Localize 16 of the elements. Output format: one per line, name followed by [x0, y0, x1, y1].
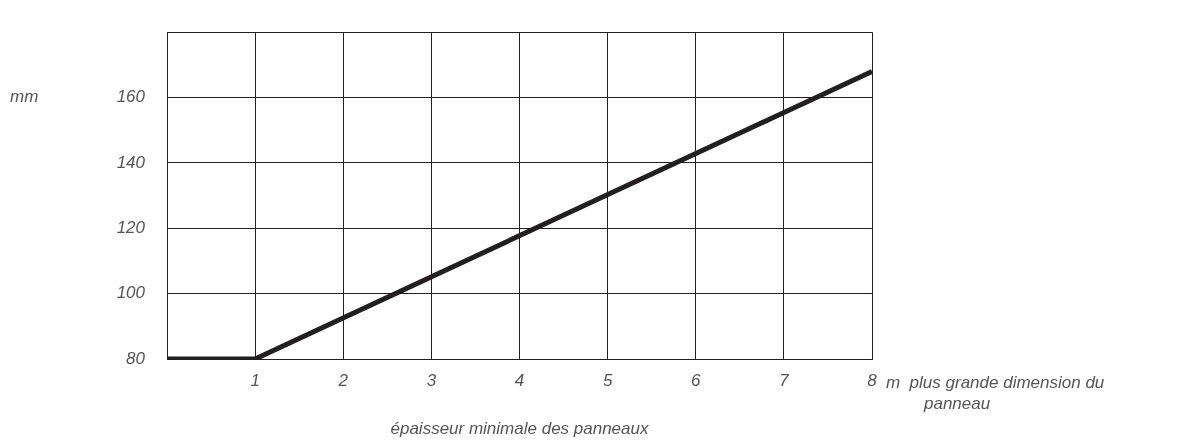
- x-tick-label: 7: [779, 370, 790, 390]
- x-axis-title: m plus grande dimension du panneau: [886, 372, 1105, 413]
- x-tick-label: 3: [426, 370, 437, 390]
- text: épaisseur minimale des panneaux: [390, 418, 649, 438]
- x-tick-label: 6: [691, 370, 702, 390]
- y-tick-label: 140: [116, 152, 146, 172]
- x-tick-label: 4: [514, 370, 525, 390]
- y-tick-label: 100: [116, 283, 146, 303]
- x-tick-label: 8: [867, 370, 878, 390]
- x-tick-label: 5: [602, 370, 613, 390]
- y-tick-label: 160: [116, 87, 146, 107]
- y-tick-label: 80: [126, 348, 146, 368]
- y-axis-title: mm: [10, 87, 39, 107]
- y-tick-label: 120: [116, 218, 146, 238]
- x-tick-label: 1: [250, 370, 260, 390]
- x-tick-label: 2: [337, 370, 349, 390]
